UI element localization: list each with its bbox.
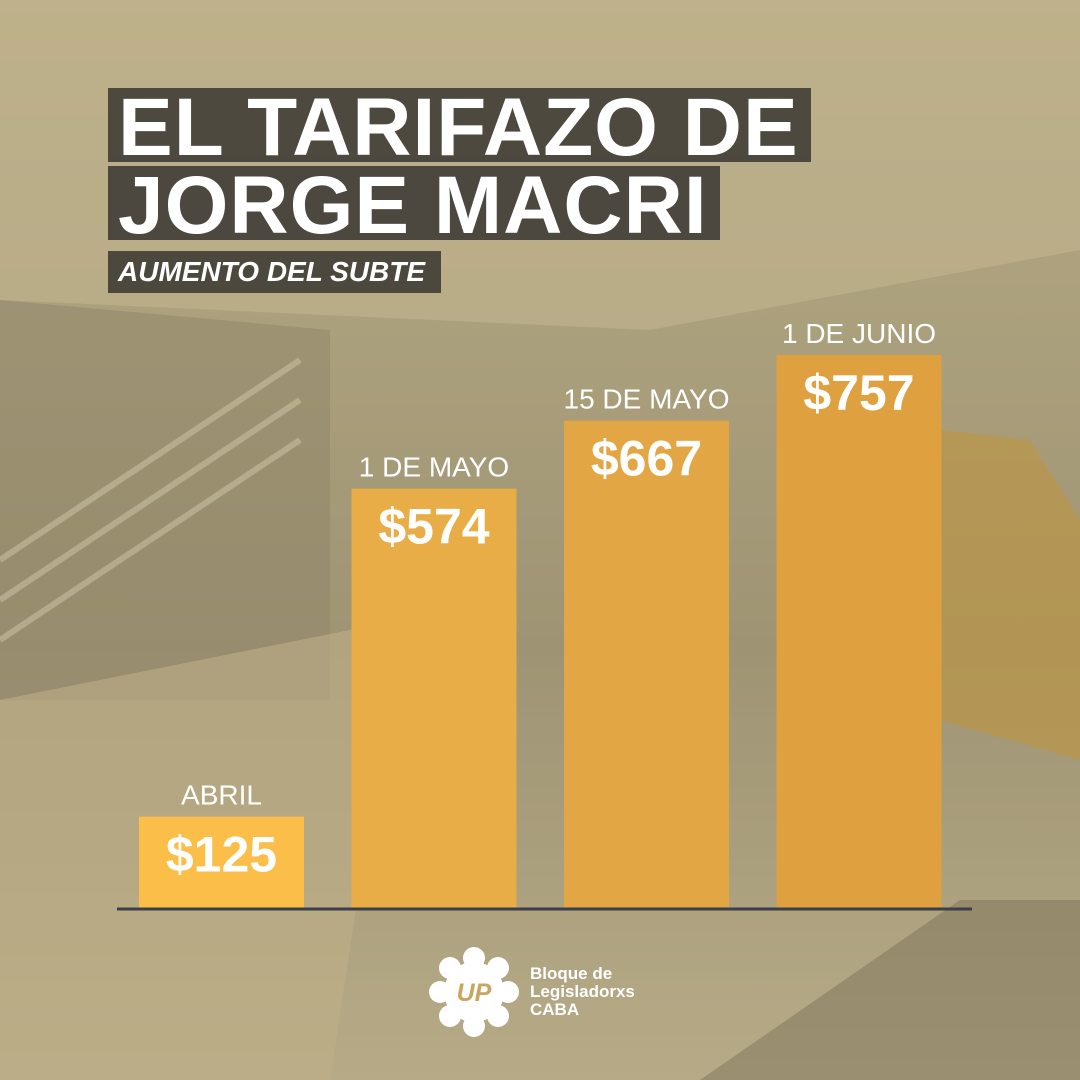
- value-label-1: $125: [166, 827, 277, 883]
- bar-4: [776, 355, 942, 908]
- category-label-2: 1 DE MAYO: [359, 452, 509, 483]
- bar-1: [139, 816, 304, 908]
- subtitle: AUMENTO DEL SUBTE: [108, 251, 441, 293]
- bar-3: [564, 420, 729, 908]
- category-label-1: ABRIL: [181, 780, 262, 811]
- logo-mark-text: UP: [457, 979, 492, 1007]
- bar-2: [351, 488, 517, 908]
- logo-text: Bloque de Legisladorxs CABA: [530, 965, 635, 1019]
- logo-line-2: Legisladorxs: [530, 982, 635, 1001]
- logo-line-3: CABA: [530, 1000, 580, 1019]
- category-label-4: 1 DE JUNIO: [782, 318, 936, 349]
- up-logo-icon: UP: [429, 947, 519, 1037]
- category-label-3: 15 DE MAYO: [564, 384, 730, 415]
- value-label-2: $574: [378, 499, 489, 555]
- title-line-2: JORGE MACRI: [108, 165, 720, 247]
- title-line-1: EL TARIFAZO DE: [108, 87, 811, 169]
- value-label-4: $757: [803, 365, 914, 421]
- value-label-3: $667: [591, 431, 702, 487]
- logo-line-1: Bloque de: [530, 964, 613, 983]
